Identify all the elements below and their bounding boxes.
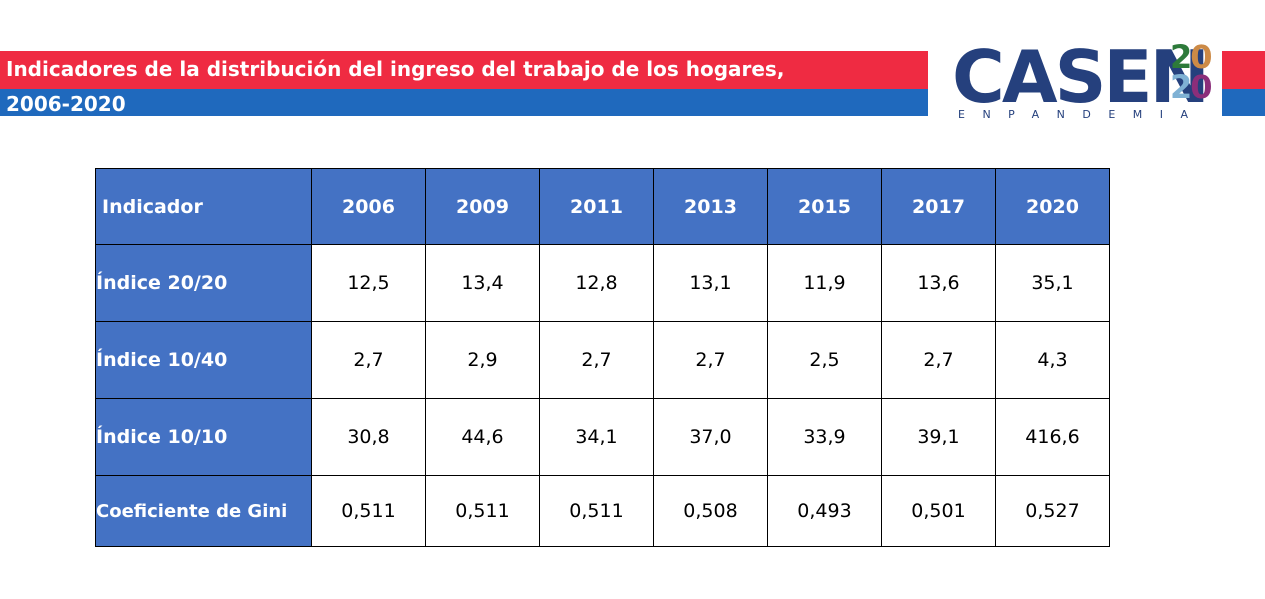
table-cell: 44,6 <box>425 398 540 476</box>
logo-wordmark: CASEN <box>952 35 1210 119</box>
column-header: 2017 <box>881 168 996 245</box>
table-cell: 0,508 <box>653 475 768 547</box>
table-cell: 2,9 <box>425 321 540 399</box>
table-cell: 2,7 <box>881 321 996 399</box>
table-row: Coeficiente de Gini 0,511 0,511 0,511 0,… <box>95 475 1110 547</box>
table-cell: 11,9 <box>767 244 882 322</box>
table-cell: 0,493 <box>767 475 882 547</box>
row-label: Índice 10/40 <box>95 321 312 399</box>
column-header: Indicador <box>95 168 312 245</box>
logo-year-digit: 2 <box>1170 38 1192 76</box>
table-cell: 2,7 <box>311 321 426 399</box>
column-header: 2015 <box>767 168 882 245</box>
table-cell: 0,511 <box>311 475 426 547</box>
column-header: 2013 <box>653 168 768 245</box>
table-cell: 2,7 <box>539 321 654 399</box>
column-header: 2011 <box>539 168 654 245</box>
row-label: Coeficiente de Gini <box>95 475 312 547</box>
table-cell: 13,4 <box>425 244 540 322</box>
column-header: 2020 <box>995 168 1110 245</box>
table-cell: 30,8 <box>311 398 426 476</box>
logo-subtitle: ENPANDEMIA <box>958 108 1206 121</box>
table-cell: 37,0 <box>653 398 768 476</box>
title-banner-red <box>0 51 928 89</box>
table-cell: 12,8 <box>539 244 654 322</box>
table-cell: 416,6 <box>995 398 1110 476</box>
table-row: Índice 20/20 12,5 13,4 12,8 13,1 11,9 13… <box>95 244 1110 322</box>
column-header: 2006 <box>311 168 426 245</box>
table-cell: 0,527 <box>995 475 1110 547</box>
row-label: Índice 10/10 <box>95 398 312 476</box>
table-cell: 2,7 <box>653 321 768 399</box>
table-row: Índice 10/40 2,7 2,9 2,7 2,7 2,5 2,7 4,3 <box>95 321 1110 399</box>
logo-year-digit: 0 <box>1190 38 1212 76</box>
logo-year-digit: 0 <box>1190 68 1212 106</box>
table-cell: 35,1 <box>995 244 1110 322</box>
table-cell: 33,9 <box>767 398 882 476</box>
logo-year: 20 20 <box>1170 41 1213 103</box>
title-banner-blue <box>0 89 928 116</box>
corner-accent-red <box>1222 51 1265 89</box>
logo-year-digit: 2 <box>1170 68 1192 106</box>
indicators-table: Indicador 2006 2009 2011 2013 2015 2017 … <box>95 168 1110 547</box>
table-cell: 13,6 <box>881 244 996 322</box>
row-label: Índice 20/20 <box>95 244 312 322</box>
table-row: Índice 10/10 30,8 44,6 34,1 37,0 33,9 39… <box>95 398 1110 476</box>
table-cell: 0,501 <box>881 475 996 547</box>
page-title-line2: 2006-2020 <box>6 92 126 116</box>
table-header-row: Indicador 2006 2009 2011 2013 2015 2017 … <box>95 168 1110 245</box>
table-cell: 0,511 <box>425 475 540 547</box>
table-cell: 0,511 <box>539 475 654 547</box>
column-header: 2009 <box>425 168 540 245</box>
page-title-line1: Indicadores de la distribución del ingre… <box>6 57 785 81</box>
table-cell: 34,1 <box>539 398 654 476</box>
table-cell: 12,5 <box>311 244 426 322</box>
table-cell: 39,1 <box>881 398 996 476</box>
table-cell: 13,1 <box>653 244 768 322</box>
corner-accent-blue <box>1222 89 1265 116</box>
table-cell: 4,3 <box>995 321 1110 399</box>
table-cell: 2,5 <box>767 321 882 399</box>
